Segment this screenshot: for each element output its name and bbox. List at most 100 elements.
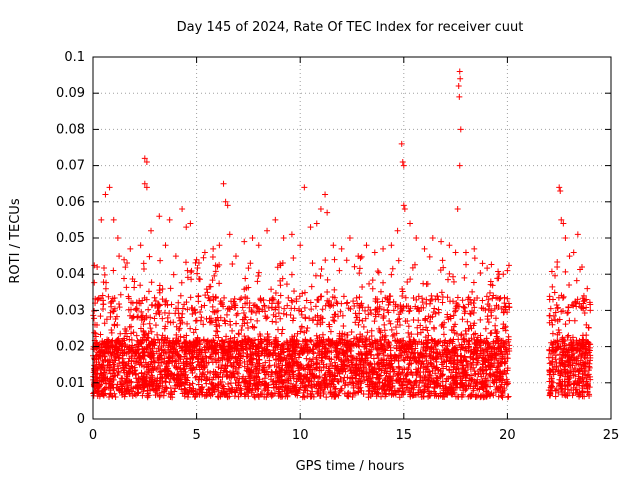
data-point xyxy=(407,391,414,398)
data-point xyxy=(495,275,502,282)
data-point xyxy=(182,259,189,266)
data-point xyxy=(131,284,138,291)
data-point xyxy=(148,328,155,335)
data-point xyxy=(552,272,559,279)
data-point xyxy=(132,367,139,374)
data-point xyxy=(573,337,580,344)
data-point xyxy=(216,280,223,287)
data-point xyxy=(415,391,422,398)
data-point xyxy=(407,220,414,227)
data-point xyxy=(235,364,242,371)
data-point xyxy=(407,305,414,312)
data-point xyxy=(97,313,104,320)
data-point xyxy=(166,310,173,317)
data-point xyxy=(441,347,448,354)
data-point xyxy=(212,346,219,353)
data-point xyxy=(434,340,441,347)
data-point xyxy=(135,350,142,357)
data-point xyxy=(298,308,305,315)
data-point xyxy=(164,367,171,374)
data-point xyxy=(146,320,153,327)
data-point xyxy=(134,337,141,344)
data-point xyxy=(156,378,163,385)
data-point xyxy=(396,394,403,401)
data-point xyxy=(183,347,190,354)
data-point xyxy=(156,289,163,296)
data-point xyxy=(460,303,467,310)
x-tick-label: 10 xyxy=(292,428,309,443)
data-point xyxy=(154,355,161,362)
y-tick-label: 0.03 xyxy=(56,303,85,318)
data-point xyxy=(148,383,155,390)
data-point xyxy=(488,354,495,361)
data-point xyxy=(318,354,325,361)
data-point xyxy=(145,288,152,295)
data-point xyxy=(397,302,404,309)
data-point xyxy=(316,346,323,353)
data-point xyxy=(349,362,356,369)
data-point xyxy=(95,390,102,397)
data-point xyxy=(129,392,136,399)
data-point xyxy=(288,305,295,312)
y-tick-label: 0.08 xyxy=(56,122,85,137)
data-point xyxy=(318,266,325,273)
data-point xyxy=(554,337,561,344)
data-point xyxy=(425,332,432,339)
data-point xyxy=(124,371,131,378)
data-point xyxy=(486,289,493,296)
data-point xyxy=(210,245,217,252)
data-point xyxy=(288,231,295,238)
data-point xyxy=(398,140,405,147)
data-point xyxy=(274,370,281,377)
data-point xyxy=(99,391,106,398)
data-point xyxy=(575,353,582,360)
data-point xyxy=(166,216,173,223)
data-point xyxy=(229,348,236,355)
data-point xyxy=(444,314,451,321)
chart-title: Day 145 of 2024, Rate Of TEC Index for r… xyxy=(177,20,524,35)
data-point xyxy=(290,371,297,378)
data-point xyxy=(303,355,310,362)
data-point xyxy=(304,325,311,332)
data-point xyxy=(386,318,393,325)
data-point xyxy=(407,276,414,283)
data-point xyxy=(291,288,298,295)
data-point xyxy=(416,374,423,381)
data-point xyxy=(261,302,268,309)
data-point xyxy=(501,309,508,316)
data-point xyxy=(352,319,359,326)
data-point xyxy=(399,288,406,295)
data-point xyxy=(322,371,329,378)
data-point xyxy=(267,376,274,383)
data-point xyxy=(479,391,486,398)
data-point xyxy=(227,359,234,366)
data-point xyxy=(262,359,269,366)
data-point xyxy=(452,249,459,256)
data-point xyxy=(581,297,588,304)
data-point xyxy=(255,343,262,350)
data-point xyxy=(109,343,116,350)
data-point xyxy=(438,361,445,368)
data-point xyxy=(152,385,159,392)
data-point xyxy=(426,318,433,325)
data-point xyxy=(159,296,166,303)
data-point xyxy=(239,304,246,311)
data-point xyxy=(410,316,417,323)
data-point xyxy=(284,364,291,371)
data-point xyxy=(439,321,446,328)
data-point xyxy=(579,385,586,392)
data-point xyxy=(141,331,148,338)
data-point xyxy=(461,382,468,389)
data-point xyxy=(586,392,593,399)
data-point xyxy=(322,346,329,353)
data-point xyxy=(194,270,201,277)
data-point xyxy=(175,305,182,312)
data-point xyxy=(299,290,306,297)
data-point xyxy=(583,321,590,328)
data-point xyxy=(337,308,344,315)
data-point xyxy=(157,257,164,264)
data-point xyxy=(427,345,434,352)
data-point xyxy=(228,373,235,380)
data-point xyxy=(289,298,296,305)
data-point xyxy=(573,381,580,388)
